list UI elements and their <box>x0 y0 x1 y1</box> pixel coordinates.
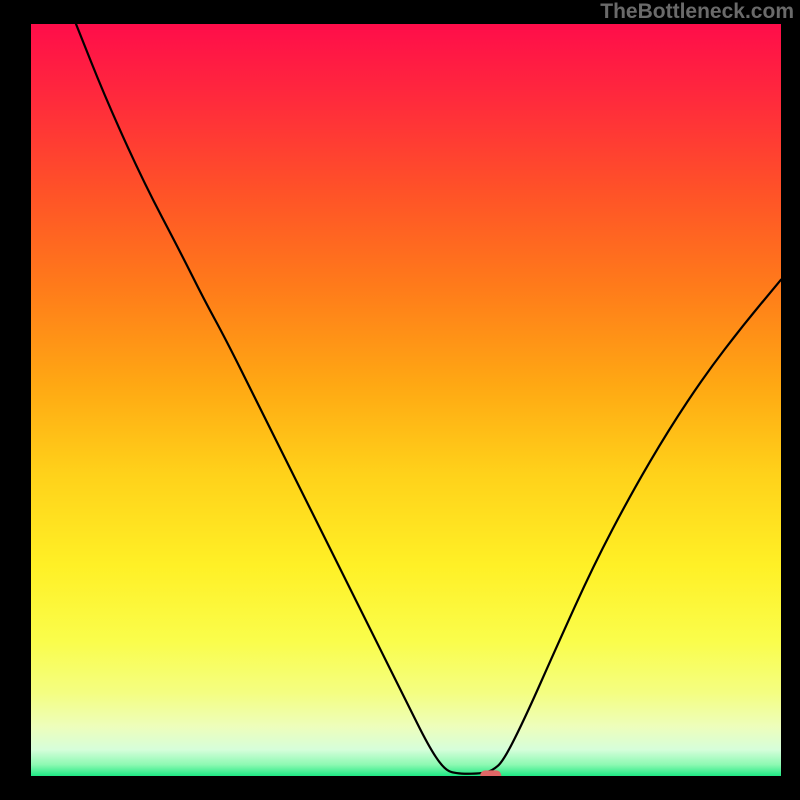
gradient-background <box>31 24 781 776</box>
watermark-text: TheBottleneck.com <box>600 0 794 24</box>
bottleneck-plot <box>31 24 781 776</box>
chart-frame: TheBottleneck.com <box>0 0 800 800</box>
optimal-marker <box>480 770 501 776</box>
